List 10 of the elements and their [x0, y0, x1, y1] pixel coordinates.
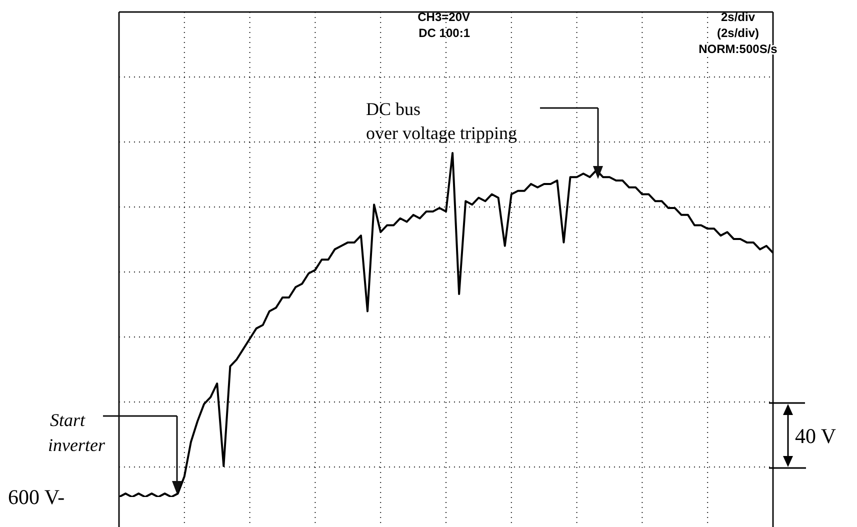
text: over voltage tripping [366, 123, 517, 143]
text: inverter [48, 435, 106, 455]
text: DC bus [366, 99, 421, 119]
text: Start [50, 410, 86, 430]
text: 600 V- [8, 485, 65, 509]
text: 2s/div [720, 10, 756, 24]
text: 40 V [795, 424, 836, 448]
text: DC 100:1 [418, 26, 470, 40]
text: CH3=20V [418, 10, 470, 24]
text: (2s/div) [716, 26, 760, 40]
